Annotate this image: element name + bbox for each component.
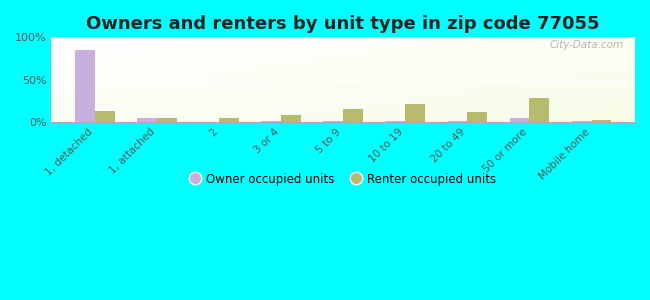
Bar	[219, 118, 239, 122]
Title: Owners and renters by unit type in zip code 77055: Owners and renters by unit type in zip c…	[86, 15, 600, 33]
Bar	[324, 121, 343, 122]
Bar	[343, 109, 363, 122]
Bar	[75, 50, 95, 122]
Bar	[137, 118, 157, 122]
Bar	[281, 115, 301, 122]
Bar	[530, 98, 549, 122]
Bar	[261, 121, 281, 122]
Bar	[95, 111, 115, 122]
Bar	[592, 120, 612, 122]
Bar	[385, 121, 406, 122]
Text: City-Data.com: City-Data.com	[549, 40, 623, 50]
Bar	[467, 112, 488, 122]
Bar	[157, 118, 177, 122]
Bar	[572, 121, 592, 122]
Bar	[406, 104, 425, 122]
Bar	[510, 118, 530, 122]
Legend: Owner occupied units, Renter occupied units: Owner occupied units, Renter occupied un…	[185, 168, 501, 191]
